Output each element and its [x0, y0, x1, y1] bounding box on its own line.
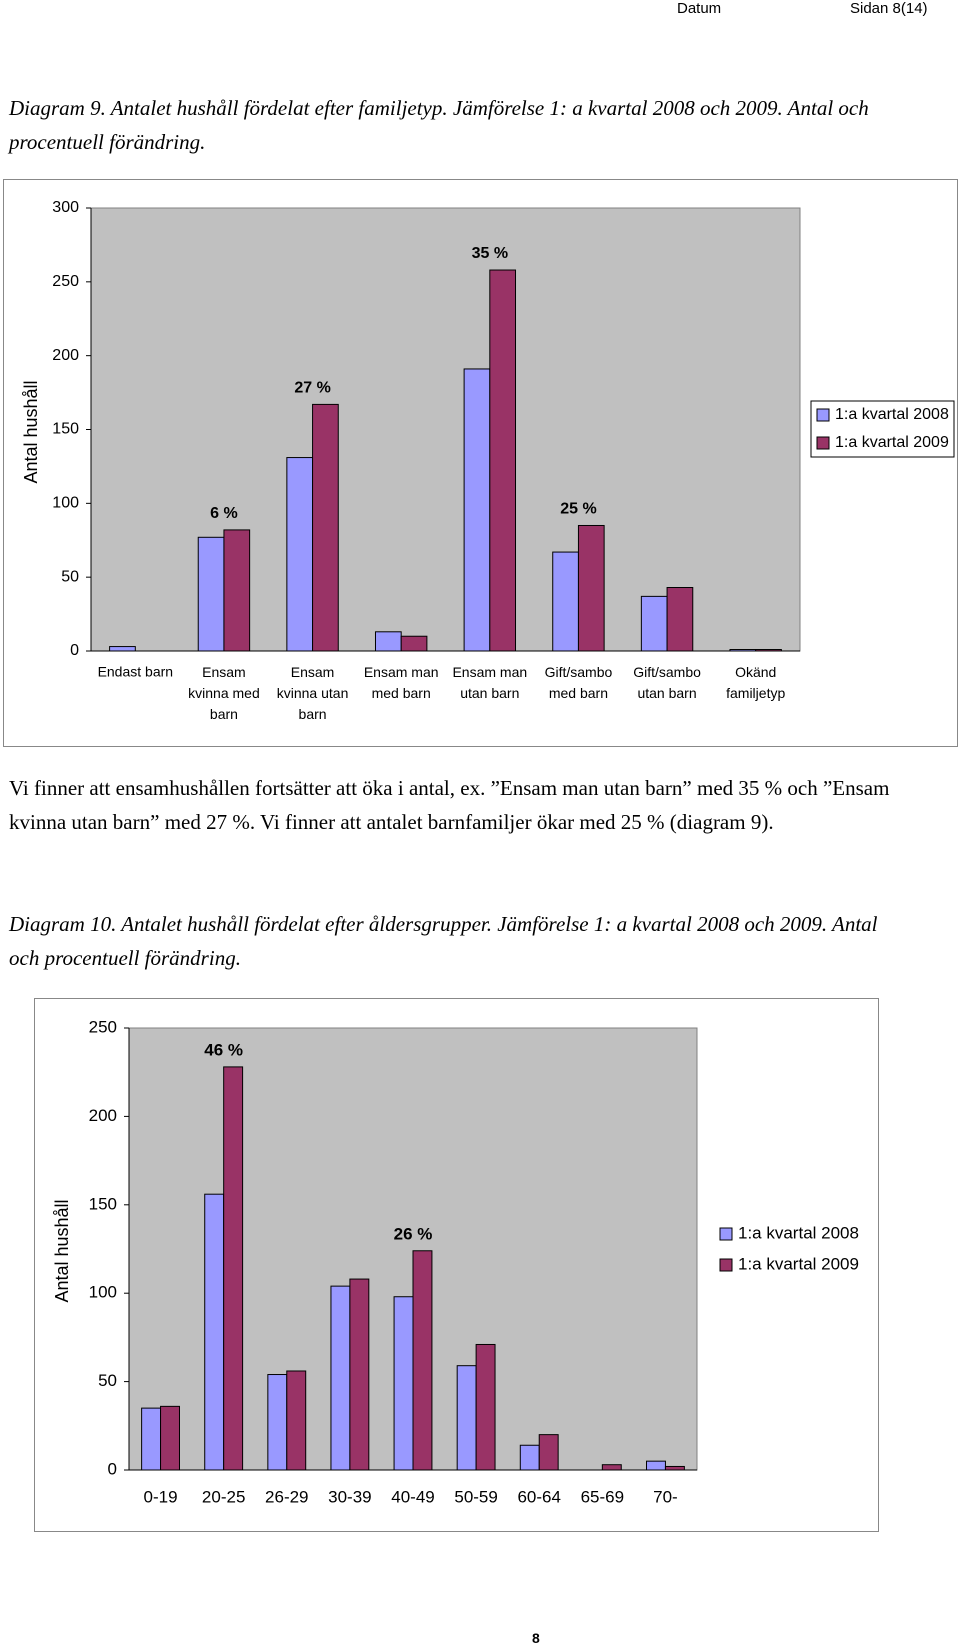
annotation: 27 %: [294, 380, 330, 397]
bar: [204, 1193, 225, 1471]
legend-swatch: [719, 1258, 733, 1272]
legend-label: 1:a kvartal 2009: [835, 434, 949, 451]
bar: [286, 1370, 307, 1471]
y-tick-label: 100: [52, 495, 79, 512]
legend-label: 1:a kvartal 2008: [738, 1223, 859, 1242]
annotation: 25 %: [560, 501, 596, 518]
y-tick-label: 0: [70, 642, 79, 659]
bar: [223, 1066, 244, 1471]
bar: [412, 1250, 433, 1471]
x-tick-label: 20-25: [202, 1487, 245, 1506]
bar: [223, 529, 251, 652]
x-tick-label: Okänd familjetyp: [726, 664, 785, 701]
bar: [664, 1465, 685, 1471]
x-tick-label: 40-49: [391, 1487, 434, 1506]
x-tick-label: 60-64: [517, 1487, 560, 1506]
x-tick-label: Ensam kvinna med barn: [188, 664, 260, 722]
chart: 0 50 100 150 200 250 300 Antal hushåll Endast ba…: [3, 179, 958, 747]
y-tick-label: 0: [108, 1459, 117, 1478]
bar: [538, 1434, 559, 1471]
bar: [519, 1444, 540, 1471]
paragraph: Vi finner att ensamhushållen fortsätter …: [9, 776, 890, 834]
y-tick-label: 50: [98, 1371, 117, 1390]
bar: [729, 649, 757, 652]
legend-swatch: [816, 408, 830, 422]
x-tick-label: 30-39: [328, 1487, 371, 1506]
page-number: 8: [532, 1630, 540, 1646]
bar: [374, 631, 402, 652]
x-tick-label: Gift/sambo utan barn: [633, 664, 701, 701]
y-tick-label: 150: [52, 421, 79, 438]
bar: [577, 524, 605, 652]
annotation: 6 %: [210, 505, 238, 522]
bar: [400, 635, 428, 652]
bar: [755, 649, 782, 652]
legend-swatch: [719, 1227, 733, 1241]
bar: [475, 1343, 496, 1471]
bar: [463, 368, 491, 652]
x-tick-label: Endast barn: [98, 664, 174, 680]
caption: Diagram 10. Antalet hushåll fördelat eft…: [9, 912, 878, 970]
x-tick-label: 50-59: [454, 1487, 497, 1506]
y-tick-label: 300: [52, 199, 79, 216]
x-tick-label: Gift/sambo med barn: [545, 664, 613, 701]
bar: [197, 536, 225, 652]
y-tick-label: 100: [89, 1283, 117, 1302]
bar: [141, 1407, 162, 1471]
x-tick-label: Ensam kvinna utan barn: [277, 664, 349, 722]
legend-box: [810, 400, 955, 458]
y-tick-label: 250: [52, 273, 79, 290]
bar: [349, 1278, 370, 1471]
bar: [456, 1365, 477, 1471]
bar: [489, 269, 517, 652]
bar: [160, 1405, 180, 1471]
x-tick-label: 65-69: [581, 1487, 624, 1506]
x-tick-label: Ensam man med barn: [364, 664, 439, 701]
bar: [286, 457, 314, 652]
y-axis-title: Antal hushåll: [21, 380, 41, 483]
bar: [267, 1374, 288, 1471]
chart: 0 50 100 150 200 250 Antal hushåll 0-19 20-25 26-…: [34, 998, 879, 1532]
annotation: 46 %: [204, 1040, 243, 1059]
bar: [109, 646, 136, 652]
annotation: 35 %: [472, 245, 508, 262]
y-tick-label: 50: [61, 568, 79, 585]
annotation: 26 %: [394, 1224, 433, 1243]
y-tick-label: 150: [89, 1194, 117, 1213]
x-tick-label: 70-: [653, 1487, 678, 1506]
x-tick-label: 26-29: [265, 1487, 308, 1506]
bar: [312, 403, 339, 652]
legend-label: 1:a kvartal 2009: [738, 1254, 859, 1273]
header-date: Datum: [677, 0, 722, 17]
x-tick-label: 0-19: [144, 1487, 178, 1506]
bar: [552, 551, 579, 652]
bar: [393, 1296, 414, 1471]
y-tick-label: 250: [89, 1017, 117, 1036]
legend-swatch: [816, 436, 830, 450]
plot-area: [90, 207, 801, 652]
header-page: Sidan 8(14): [850, 0, 928, 17]
bar: [640, 595, 668, 652]
caption: Diagram 9. Antalet hushåll fördelat efte…: [9, 96, 869, 154]
x-tick-label: Ensam man utan barn: [452, 664, 527, 701]
bar: [646, 1460, 666, 1471]
bar: [330, 1285, 351, 1471]
y-tick-label: 200: [52, 347, 79, 364]
legend-label: 1:a kvartal 2008: [835, 406, 949, 423]
y-tick-label: 200: [89, 1106, 117, 1125]
bar: [601, 1464, 622, 1471]
bar: [666, 587, 694, 652]
y-axis-title: Antal hushåll: [52, 1199, 72, 1302]
